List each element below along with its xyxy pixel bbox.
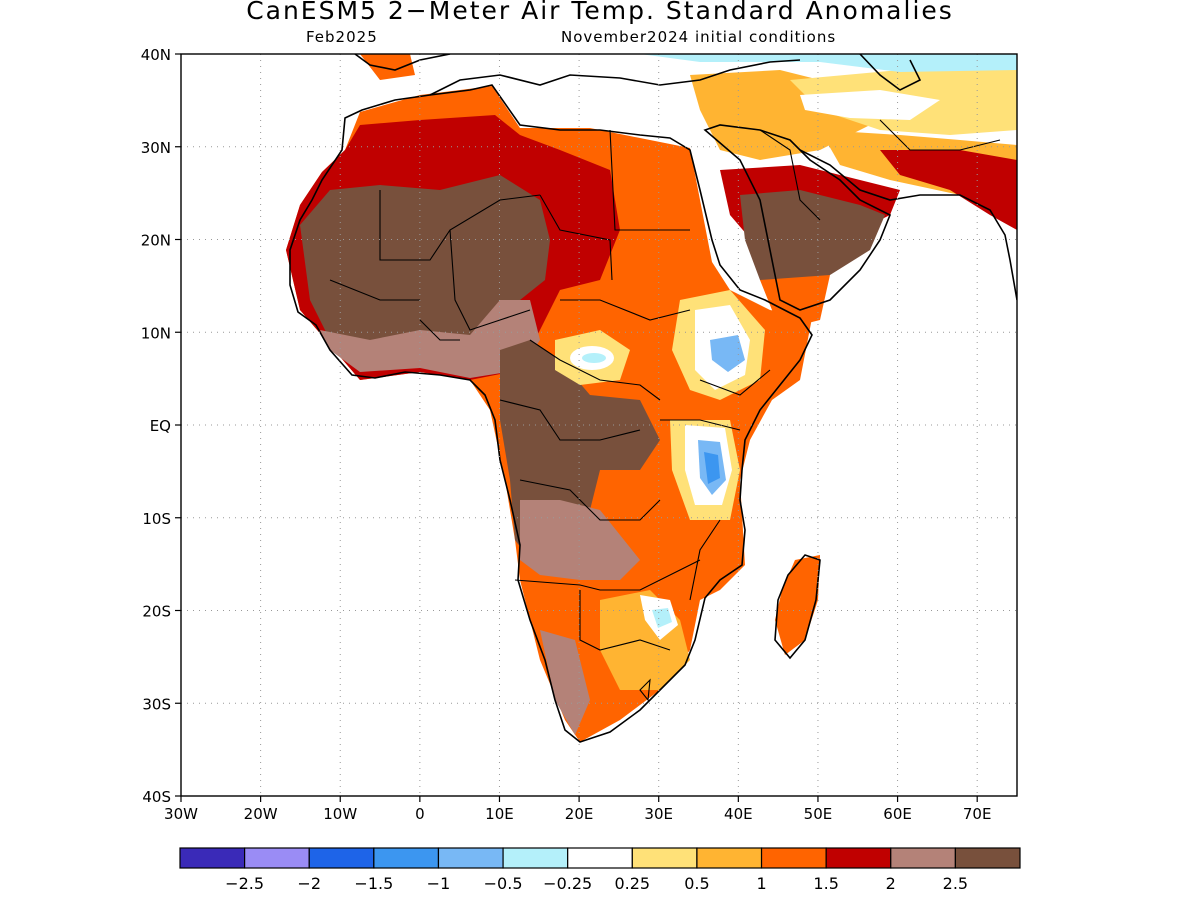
x-tick-label: 50E (804, 805, 833, 823)
sahara-extreme-region (300, 175, 550, 360)
caspian-cool-region (640, 54, 1017, 72)
x-tick-label: 10E (485, 805, 514, 823)
border-line (519, 479, 661, 521)
colorbar-swatch (502, 847, 569, 869)
border-line (419, 319, 460, 341)
x-tick-label: 70E (963, 805, 992, 823)
border-line (529, 339, 661, 401)
border-line (379, 190, 541, 261)
y-tick-label: EQ (150, 417, 171, 435)
arabia-coastline (703, 124, 892, 311)
car-cool-core (582, 353, 606, 363)
lesotho-border (639, 678, 651, 702)
colorbar-label: 0.25 (614, 874, 650, 893)
forecast-month: Feb2025 (306, 28, 378, 46)
border-line (329, 279, 420, 301)
latitude-axis: 40N 30N 20N 10N EQ 10S 20S 30S 40S (141, 46, 181, 806)
border-line (579, 590, 671, 651)
angola-light-brown-region (520, 500, 640, 580)
longitude-axis: 30W 20W 10W 0 10E 20E 30E 40E 50E 60E 70E (164, 796, 991, 823)
colorbar-label: −1.5 (354, 874, 393, 893)
grid-lines (181, 54, 1017, 796)
border-line (689, 519, 721, 601)
y-tick-label: 20N (141, 232, 171, 250)
y-tick-label: 30N (141, 139, 171, 157)
colorbar-label: −2.5 (225, 874, 264, 893)
x-tick-label: 10W (323, 805, 357, 823)
colorbar-swatch (244, 847, 310, 869)
colorbar-swatch (308, 847, 375, 869)
y-tick-label: 30S (142, 695, 171, 713)
x-tick-label: 30E (644, 805, 673, 823)
border-line (499, 399, 641, 441)
x-tick-label: 0 (415, 805, 425, 823)
x-tick-label: 40E (724, 805, 753, 823)
colorbar-label: −0.5 (484, 874, 523, 893)
colorbar-swatch (631, 847, 698, 869)
colorbar-swatch (760, 847, 827, 869)
colorbar-label: −2 (297, 874, 321, 893)
border-line (759, 129, 821, 221)
border-line (609, 129, 690, 231)
y-tick-label: 40N (141, 46, 171, 64)
colorbar-swatch (954, 847, 1021, 869)
africa-coastline (289, 84, 813, 743)
y-tick-label: 10S (142, 510, 171, 528)
mediterranean-coastline (429, 59, 801, 96)
x-tick-label: 30W (164, 805, 198, 823)
colorbar-swatch (696, 847, 763, 869)
border-line (449, 229, 531, 331)
east-africa-cooler-region (704, 452, 720, 484)
border-line (660, 419, 741, 431)
colorbar-label: −1 (427, 874, 451, 893)
colorbar-label: 1 (756, 874, 766, 893)
namibia-brown-region (540, 630, 590, 735)
southern-europe-coastline (354, 54, 451, 71)
madagascar-anomaly (775, 555, 820, 655)
anomaly-field (286, 54, 1017, 742)
colorbar-label: 0.5 (684, 874, 709, 893)
country-borders (329, 119, 1001, 702)
ethiopia-cool-region (710, 335, 745, 372)
colorbar: −2.5 −2 −1.5 −1 −0.5 −0.25 0.25 0.5 1 1.5 2 2.5 (179, 847, 1021, 893)
colorbar-swatch (890, 847, 956, 869)
colorbar-swatch (373, 847, 440, 869)
x-tick-label: 20W (244, 805, 278, 823)
coastlines (289, 54, 1017, 743)
y-tick-label: 10N (141, 324, 171, 342)
colorbar-label: 1.5 (813, 874, 838, 893)
mediterranean-warm-spot (360, 54, 415, 80)
colorbar-label: 2 (886, 874, 896, 893)
sahel-light-brown-region (320, 300, 540, 378)
colorbar-swatch (567, 847, 633, 869)
y-tick-label: 20S (142, 603, 171, 621)
colorbar-label: 2.5 (943, 874, 968, 893)
caspian-coastline (859, 54, 922, 91)
persian-gulf-coastline (799, 149, 1017, 301)
pakistan-red-region (880, 150, 1017, 230)
border-line (879, 119, 1001, 151)
x-tick-label: 60E (883, 805, 912, 823)
colorbar-swatch (437, 847, 504, 869)
colorbar-swatch (825, 847, 892, 869)
x-tick-label: 20E (565, 805, 594, 823)
map-title: CanESM5 2−Meter Air Temp. Standard Anoma… (246, 0, 954, 25)
arabia-extreme-region (740, 190, 885, 290)
colorbar-label: −0.25 (543, 874, 592, 893)
iran-white-region (800, 90, 940, 120)
colorbar-swatch (179, 847, 246, 869)
madagascar-coastline (774, 554, 821, 660)
border-line (514, 559, 701, 591)
y-tick-label: 40S (142, 788, 171, 806)
border-line (560, 299, 691, 321)
initial-conditions: November2024 initial conditions (561, 28, 837, 46)
southern-africa-cool-region (652, 608, 672, 628)
border-line (699, 369, 771, 396)
border-line (539, 194, 613, 281)
